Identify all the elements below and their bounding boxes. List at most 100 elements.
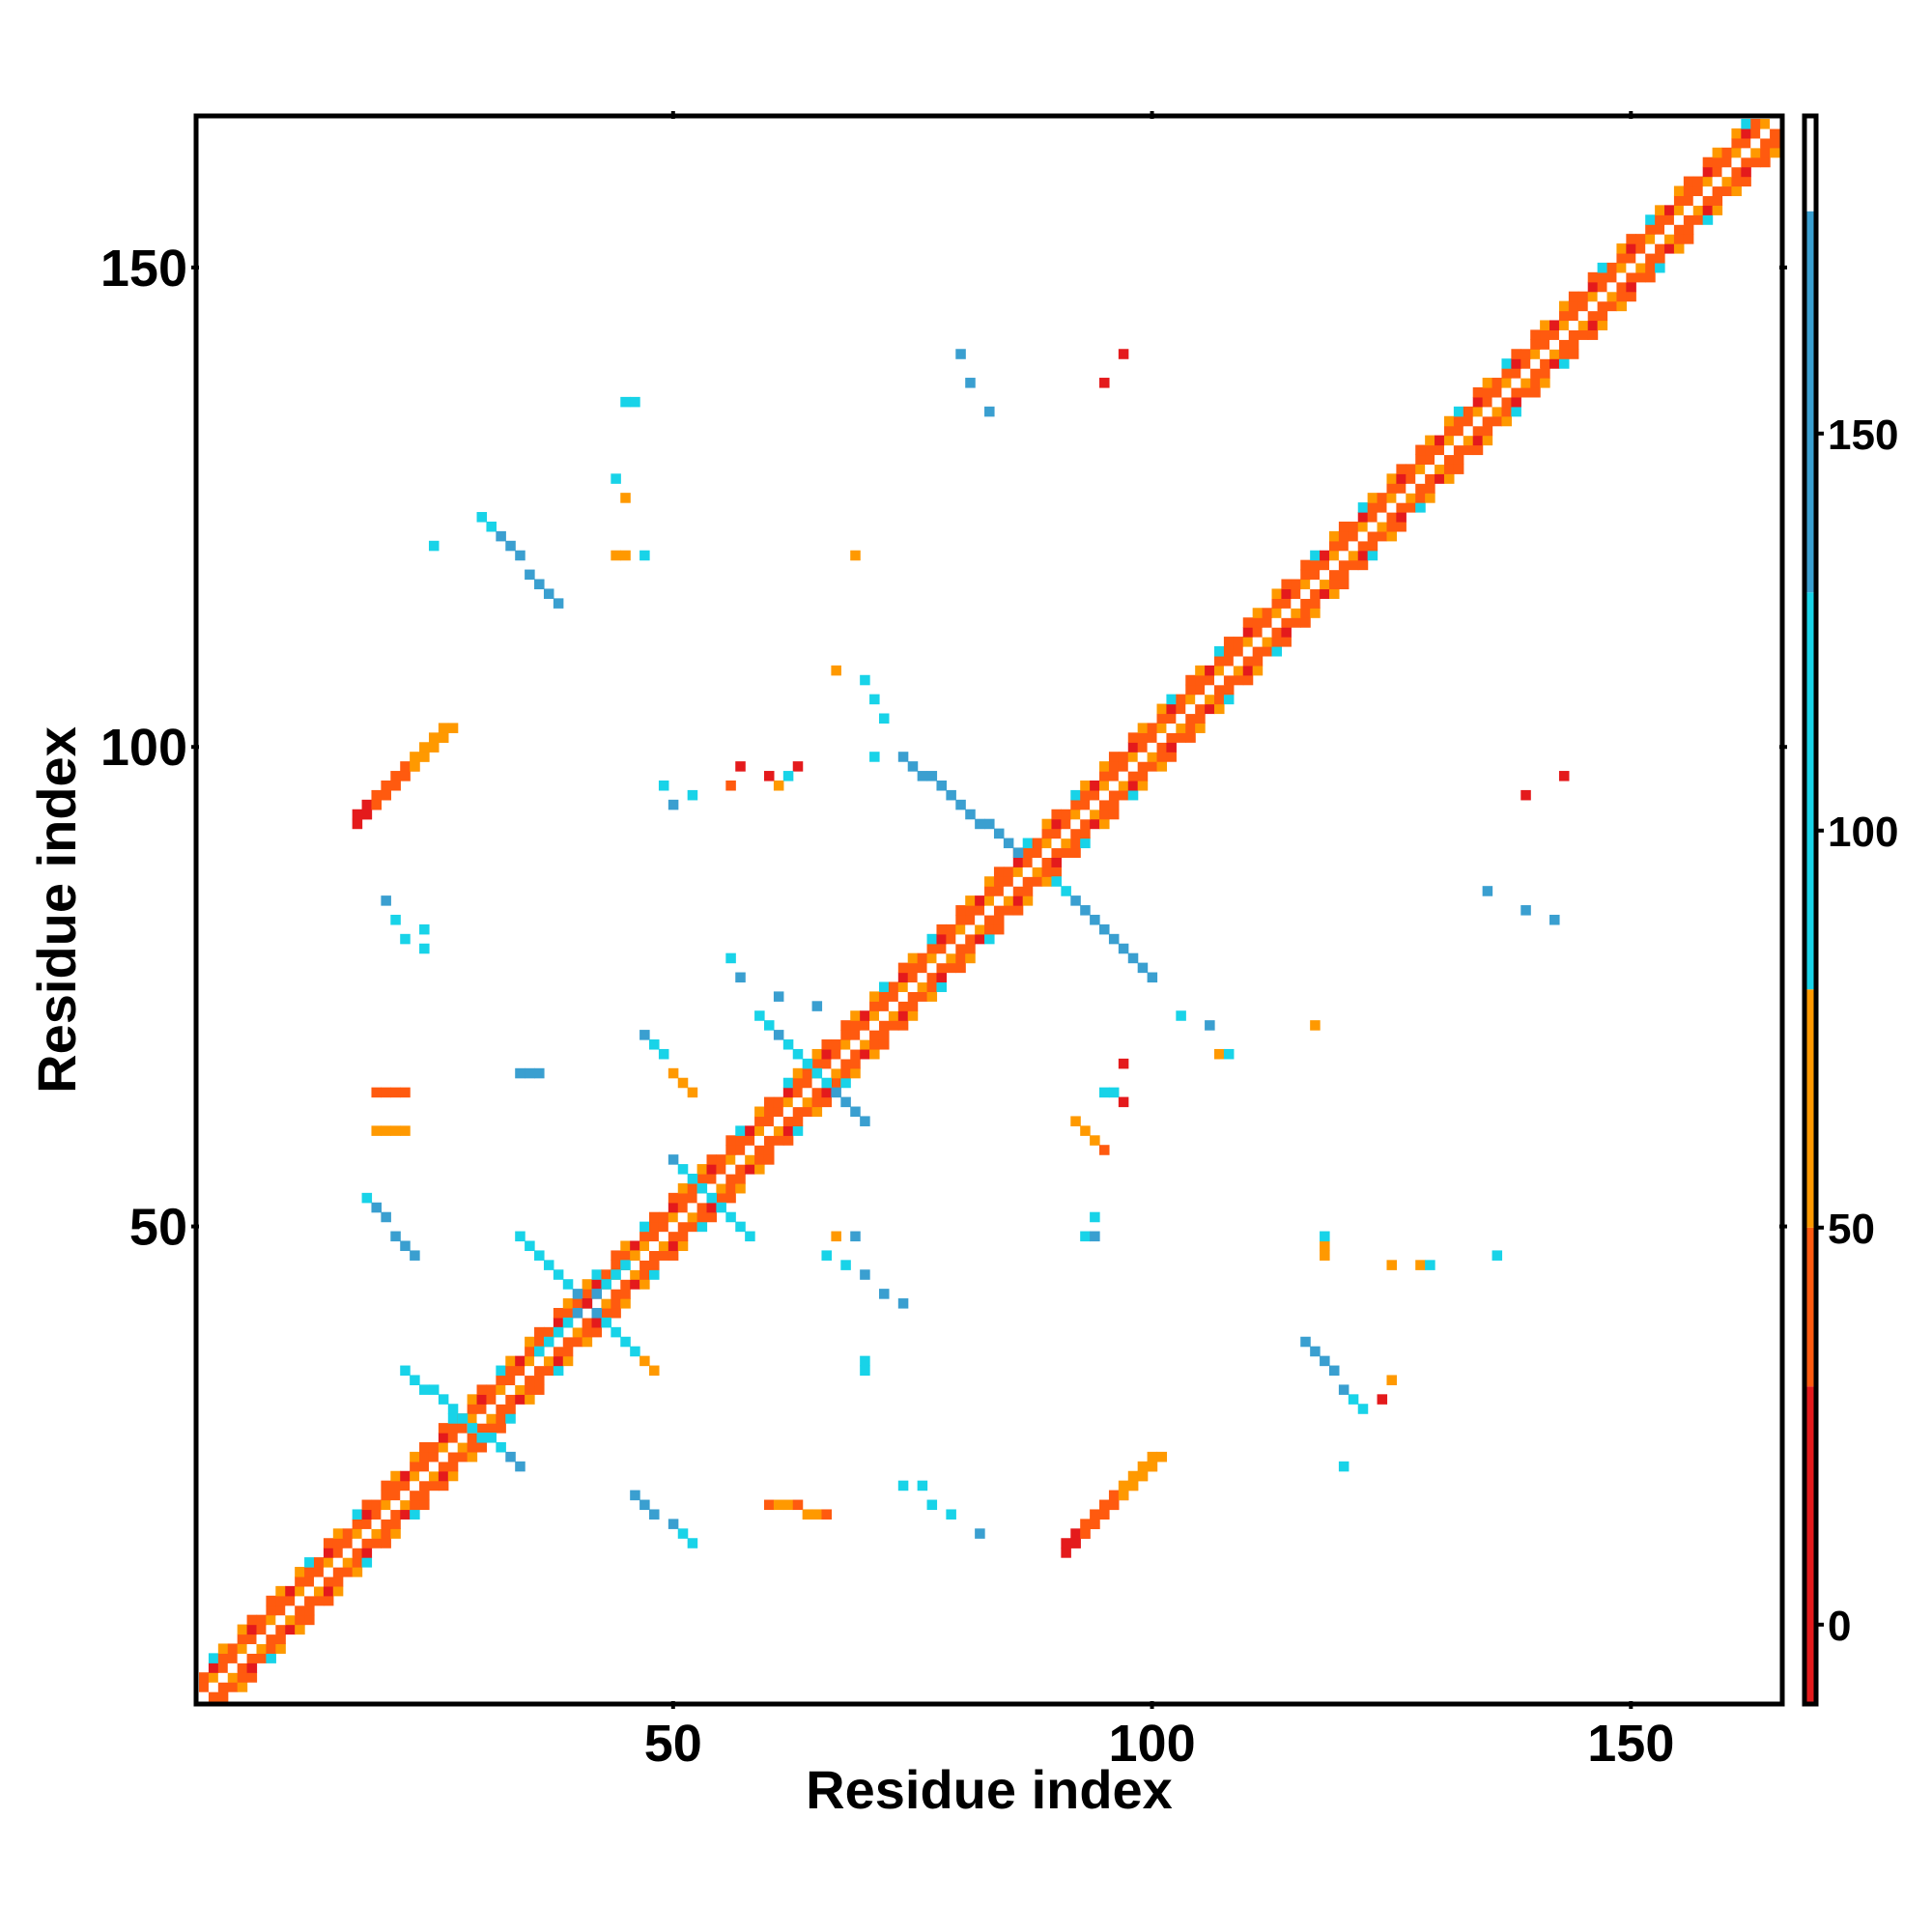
heatmap-cell [505,1404,516,1414]
heatmap-cell [1530,329,1541,340]
heatmap-cell [907,1001,919,1011]
heatmap-cell [677,1077,689,1089]
heatmap-cell [1328,588,1340,599]
heatmap-cell [926,981,938,992]
heatmap-cell [821,1039,832,1050]
heatmap-cell [620,1260,631,1270]
heatmap-cell [1702,176,1714,187]
colorbar-tick-label: 0 [1828,1603,1851,1650]
heatmap-cell [275,1595,286,1606]
heatmap-cell [1176,694,1186,705]
heatmap-cell [1003,876,1014,887]
heatmap-cell [1406,473,1416,484]
heatmap-cell [447,1461,459,1472]
heatmap-cell [323,1567,334,1577]
heatmap-cell [1731,166,1742,178]
heatmap-cell [907,761,919,772]
colorbar-bands [1804,116,1816,1704]
heatmap-cell [1176,713,1186,724]
heatmap-cell [1501,368,1512,379]
heatmap-cell [1233,674,1244,686]
heatmap-cell [869,1020,880,1031]
heatmap-cell [1520,905,1531,916]
heatmap-cell [266,1634,276,1645]
heatmap-cell [410,761,420,772]
heatmap-cell [582,1336,593,1348]
heatmap-cell [888,1001,899,1011]
heatmap-cell [1568,310,1579,322]
heatmap-cell [1185,694,1196,705]
heatmap-cell [1587,320,1599,330]
heatmap-cell [936,981,947,992]
heatmap-cell [639,1499,650,1511]
heatmap-cell [1070,1538,1081,1548]
heatmap-cell [1645,224,1656,235]
heatmap-cell [246,1653,258,1663]
heatmap-cell [763,1499,775,1511]
heatmap-cell [1655,262,1665,273]
heatmap-cell [1195,665,1206,676]
heatmap-cell [361,799,373,810]
heatmap-cell [1597,320,1608,330]
heatmap-cell [543,1355,554,1367]
heatmap-cell [457,1451,469,1463]
heatmap-cell [1692,205,1704,215]
heatmap-cell [802,1509,813,1520]
heatmap-cell [1760,156,1771,168]
heatmap-cell [591,1279,603,1290]
heatmap-cell [525,1240,535,1252]
heatmap-cell [1061,1548,1071,1558]
heatmap-cell [696,1221,708,1233]
heatmap-cell [1501,415,1512,427]
heatmap-cell [217,1672,229,1683]
heatmap-cell [1472,386,1484,398]
heatmap-cell [975,905,985,916]
heatmap-cell [1463,425,1474,437]
heatmap-cell [400,1087,411,1098]
heatmap-cell [1061,809,1071,820]
heatmap-cell [725,1174,736,1184]
heatmap-cell [1587,291,1599,302]
heatmap-cell [1070,799,1081,810]
heatmap-cell [850,550,861,561]
heatmap-cell [917,952,928,964]
heatmap-cell [1127,761,1139,772]
heatmap-cell [773,1125,784,1136]
heatmap-cell [266,1653,276,1663]
heatmap-cell [840,1030,851,1040]
heatmap-cell [1223,646,1235,657]
heatmap-cell [1242,646,1254,657]
heatmap-cell [601,1269,611,1280]
heatmap-cell [1377,1394,1388,1405]
heatmap-cell [1453,444,1464,456]
heatmap-cell [304,1557,315,1568]
heatmap-cell [534,1326,545,1338]
heatmap-cell [562,1326,574,1338]
heatmap-cell [792,1048,804,1060]
heatmap-cell [888,1010,899,1021]
heatmap-cell [1721,185,1733,197]
heatmap-cell [419,923,430,935]
heatmap-cell [1291,598,1301,609]
heatmap-cell [725,1164,736,1175]
heatmap-cell [1118,752,1129,762]
heatmap-cell [361,1528,373,1539]
heatmap-cell [381,1087,391,1098]
heatmap-cell [1750,137,1761,149]
heatmap-cell [907,962,919,974]
heatmap-cell [1338,559,1350,571]
heatmap-cell [611,550,621,561]
heatmap-cell [1214,1048,1225,1060]
heatmap-cell [1415,464,1426,474]
heatmap-cell [1377,521,1388,532]
heatmap-cell [1396,512,1406,523]
heatmap-cell [1597,310,1608,322]
heatmap-cell [496,1365,506,1377]
heatmap-cell [792,1096,804,1108]
heatmap-cell [1482,396,1493,408]
heatmap-cell [926,972,938,983]
heatmap-cell [496,1404,506,1414]
heatmap-cell [1367,502,1378,513]
heatmap-cell [897,991,909,1002]
heatmap-cell [1558,320,1570,330]
